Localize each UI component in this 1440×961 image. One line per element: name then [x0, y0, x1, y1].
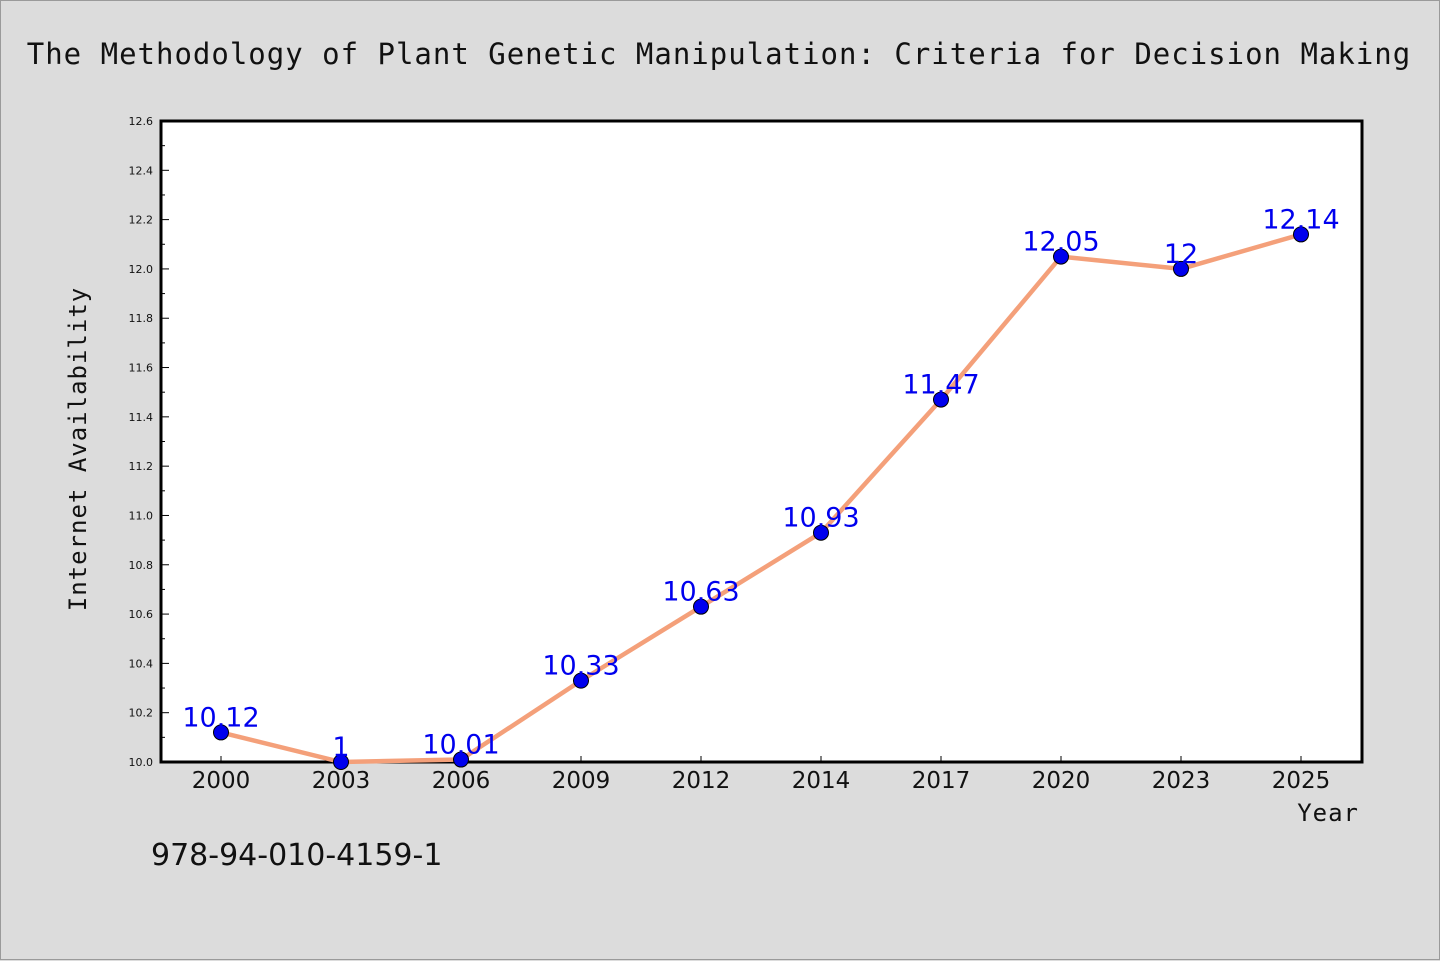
- y-tick-label: 10.2: [129, 707, 154, 720]
- data-label: 10.63: [662, 577, 739, 608]
- y-axis-label: Internet Availability: [64, 287, 92, 611]
- y-tick-label: 10.0: [129, 756, 154, 769]
- chart-title: The Methodology of Plant Genetic Manipul…: [27, 37, 1411, 71]
- isbn-text: 978-94-010-4159-1: [151, 838, 442, 873]
- data-point: [333, 754, 349, 770]
- y-tick-label: 10.6: [129, 608, 154, 621]
- y-tick-label: 11.2: [129, 460, 154, 473]
- y-tick-label: 12.6: [129, 115, 154, 128]
- x-tick-label: 2006: [432, 768, 491, 794]
- plot-area: [159, 119, 1364, 764]
- data-label: 10.93: [782, 503, 859, 534]
- x-tick-label: 2009: [552, 768, 611, 794]
- x-axis-label: Year: [1297, 799, 1359, 827]
- y-tick-label: 12.4: [129, 164, 154, 177]
- x-tick-label: 2000: [192, 768, 251, 794]
- data-label: 12.14: [1262, 204, 1339, 235]
- data-label: 12: [1164, 239, 1198, 270]
- x-tick-label: 2017: [912, 768, 971, 794]
- x-tick-label: 2025: [1272, 768, 1331, 794]
- y-tick-label: 11.6: [129, 362, 154, 375]
- series-group: 10.12 1 10.01 10.33 10.63 10.93 11.47 12.05 12 12…: [182, 204, 1340, 770]
- data-point: [573, 672, 589, 689]
- data-point: [813, 524, 829, 541]
- x-tick-label: 2023: [1152, 768, 1211, 794]
- data-point: [1173, 260, 1189, 277]
- data-point: [693, 598, 709, 615]
- y-tick-label: 12.2: [129, 214, 154, 227]
- data-point: [213, 724, 229, 741]
- y-tick-label: 11.4: [129, 411, 154, 424]
- x-tick-label: 2003: [312, 768, 371, 794]
- x-tick-label: 2012: [672, 768, 731, 794]
- y-tick-label: 12.0: [129, 263, 154, 276]
- x-axis-ticks: 2000 2003 2006 2009 2012 2014 2017 2020 2023 2025: [192, 756, 1331, 794]
- x-tick-label: 2020: [1032, 768, 1091, 794]
- data-point: [933, 391, 949, 408]
- data-point: [1293, 226, 1309, 243]
- y-tick-label: 11.8: [129, 312, 154, 325]
- data-label: 10.33: [542, 651, 619, 682]
- x-tick-label: 2014: [792, 768, 851, 794]
- y-tick-label: 10.4: [129, 657, 154, 670]
- data-point: [1053, 248, 1069, 265]
- y-tick-label: 10.8: [129, 559, 154, 572]
- y-axis-ticks: 10.0 10.2 10.4 10.6 10.8 11.0 11.2 11.4 11.6 11.8…: [129, 115, 169, 769]
- data-label: 11.47: [902, 370, 979, 401]
- data-label: 10.12: [182, 702, 259, 733]
- data-point: [453, 751, 469, 768]
- data-label: 12.05: [1022, 227, 1099, 258]
- data-label: 10.01: [422, 730, 499, 761]
- y-tick-label: 11.0: [129, 509, 154, 522]
- series-line: [220, 232, 1302, 765]
- data-label: 1: [332, 732, 349, 763]
